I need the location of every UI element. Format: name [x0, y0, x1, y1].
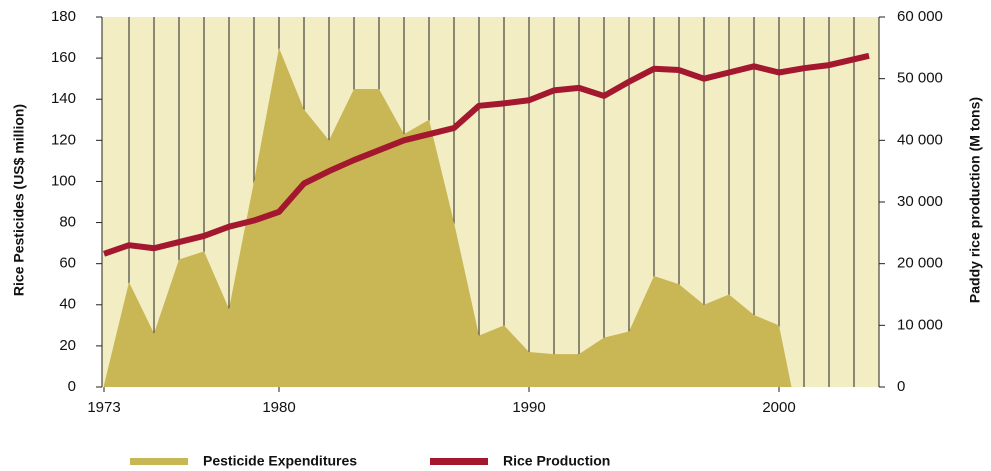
y2-tick-label: 40 000: [897, 131, 943, 148]
y2-tick-label: 20 000: [897, 255, 943, 272]
y-tick-label: 80: [59, 214, 76, 231]
legend-swatch: [130, 458, 188, 465]
y2-axis-label: Paddy rice production (M tons): [967, 97, 983, 303]
y2-tick-label: 50 000: [897, 70, 943, 87]
y-tick-label: 180: [51, 8, 76, 25]
x-tick-label: 1980: [262, 399, 295, 416]
x-tick-label: 1990: [512, 399, 545, 416]
area: [104, 47, 792, 387]
legend-label: Rice Production: [503, 453, 610, 469]
y2-tick-label: 10 000: [897, 316, 943, 333]
legend-label: Pesticide Expenditures: [203, 453, 357, 469]
y-tick-label: 160: [51, 49, 76, 66]
y2-tick-label: 60 000: [897, 8, 943, 25]
y-tick-label: 40: [59, 296, 76, 313]
y-tick-label: 100: [51, 172, 76, 189]
x-tick-label: 2000: [762, 399, 795, 416]
y-tick-label: 140: [51, 90, 76, 107]
y2-tick-label: 30 000: [897, 193, 943, 210]
legend-swatch: [430, 458, 488, 465]
y-tick-label: 120: [51, 131, 76, 148]
line: [103, 52, 870, 257]
y-tick-label: 60: [59, 255, 76, 272]
x-tick-label: 1973: [87, 399, 120, 416]
y-tick-label: 20: [59, 337, 76, 354]
y2-tick-label: 0: [897, 378, 905, 395]
y-axis-label: Rice Pesticides (US$ million): [11, 104, 27, 296]
y-tick-label: 0: [68, 378, 76, 395]
